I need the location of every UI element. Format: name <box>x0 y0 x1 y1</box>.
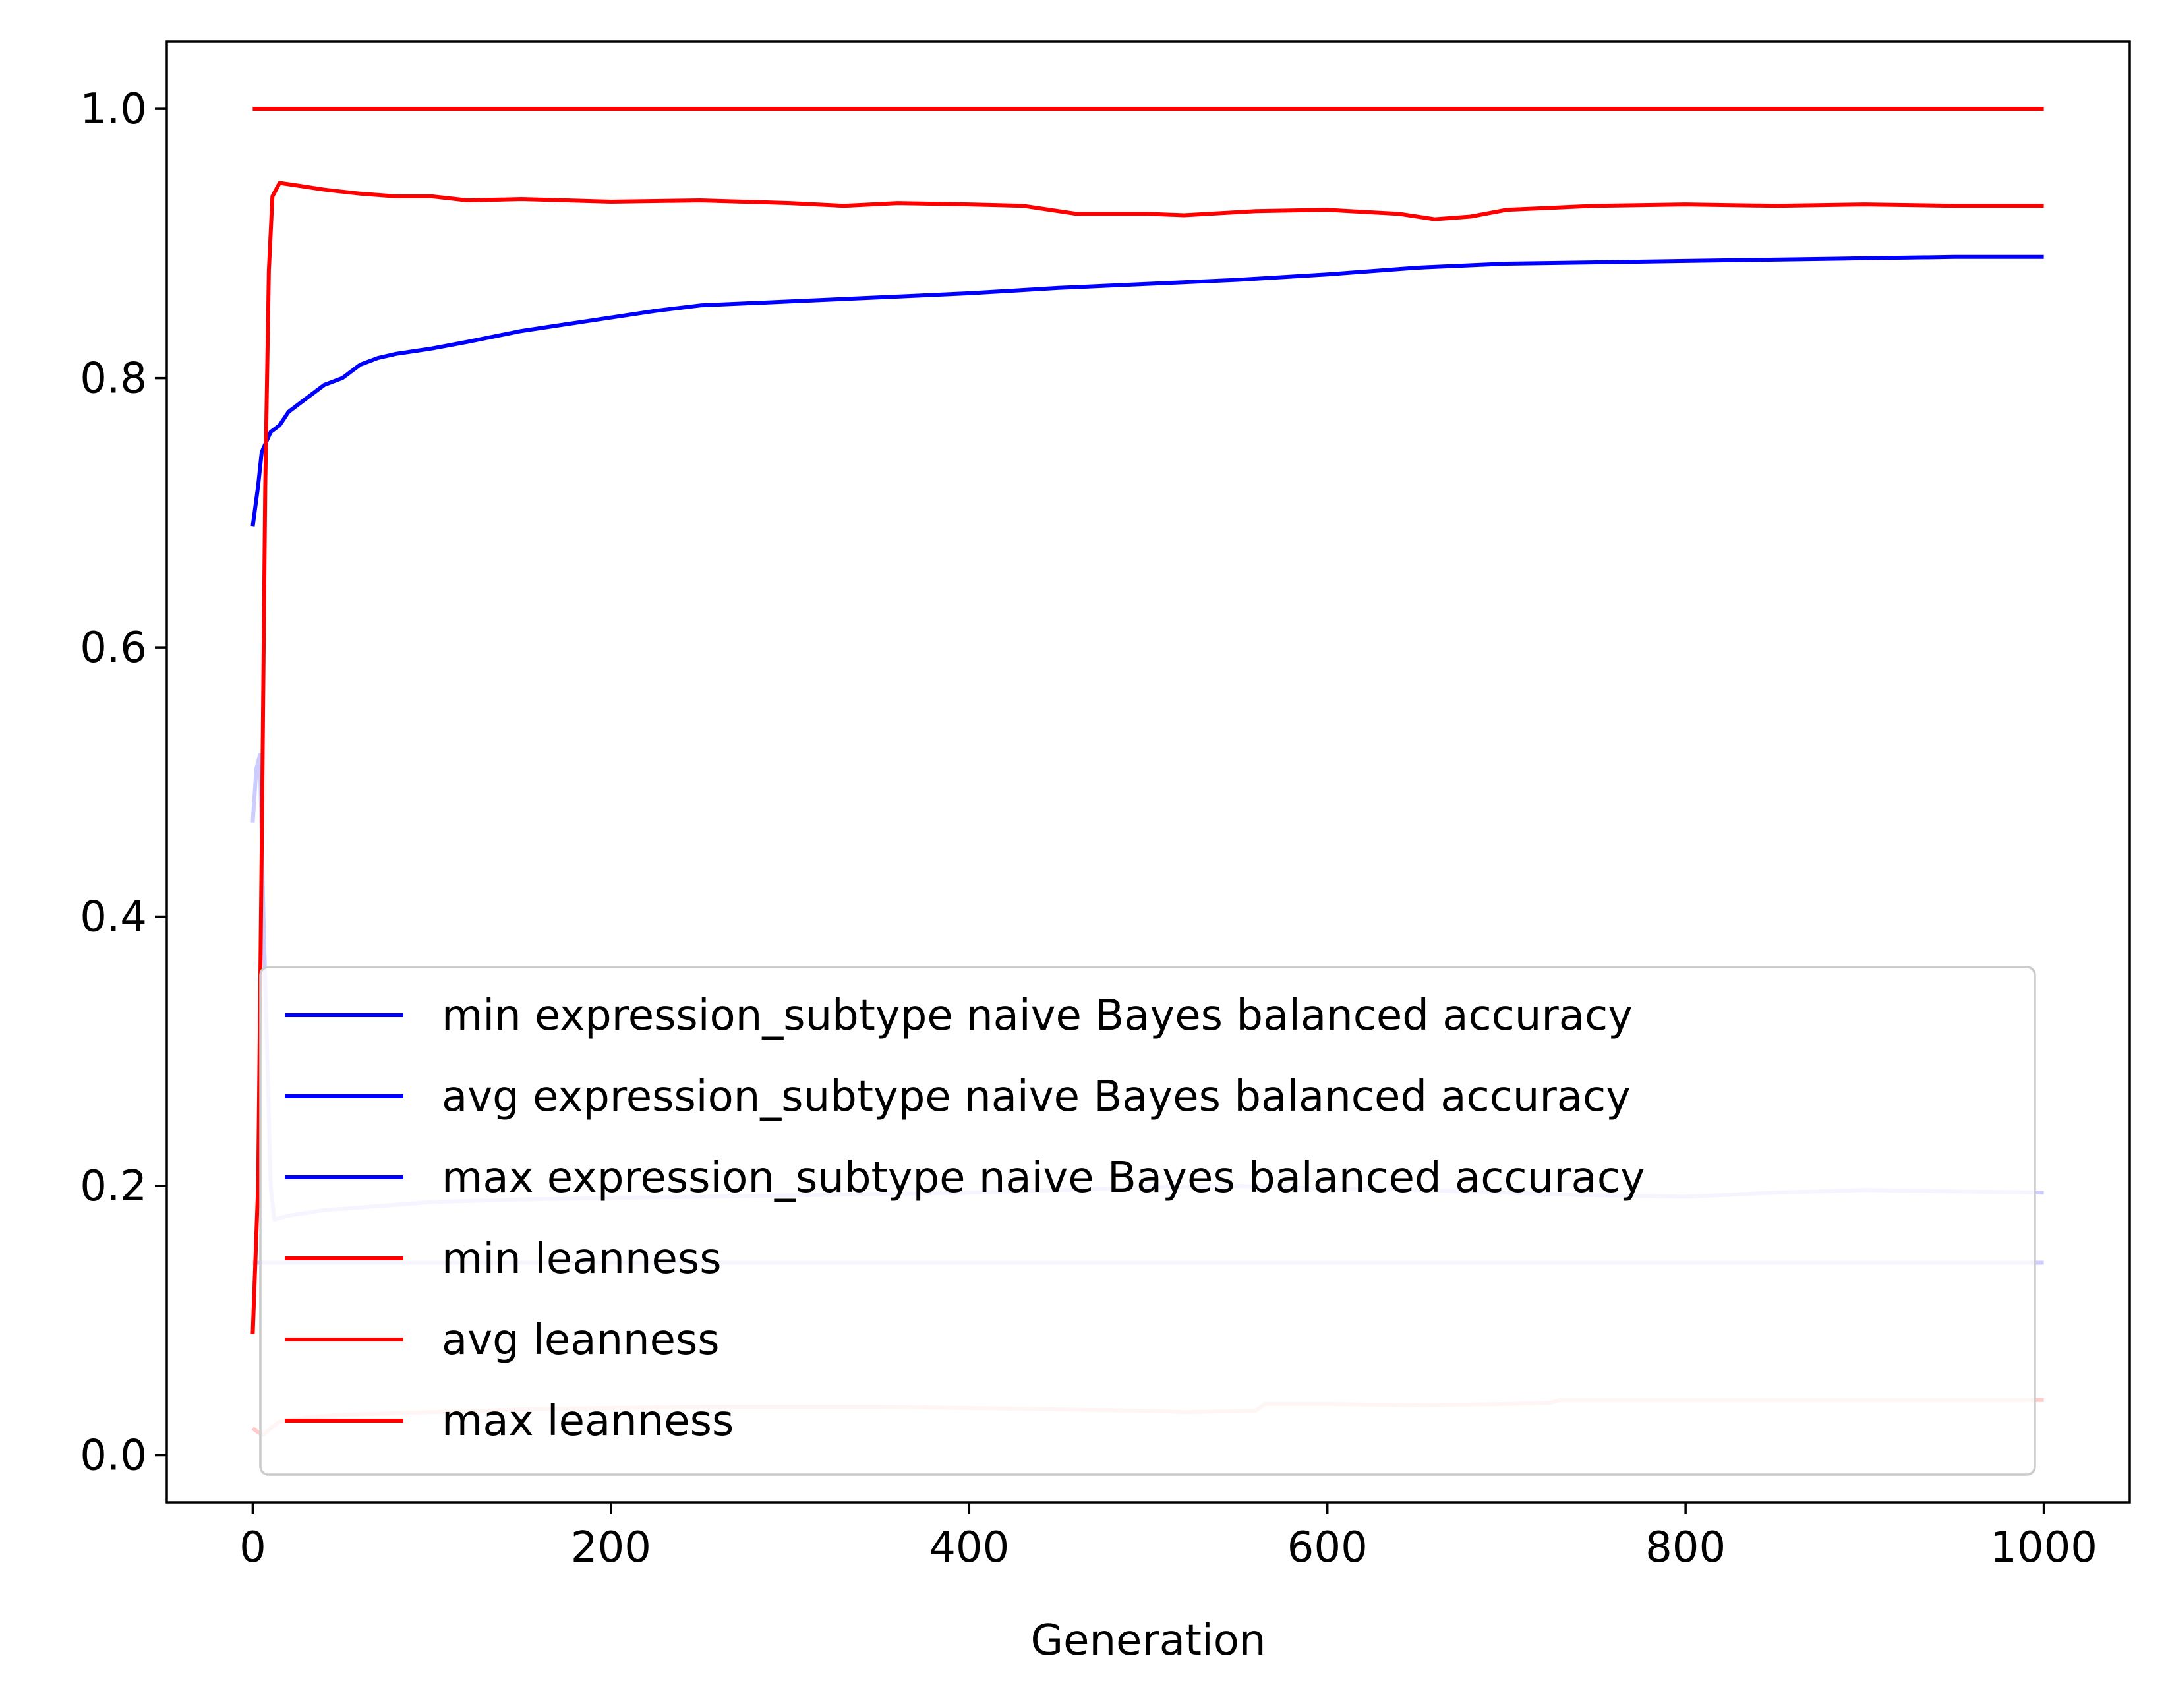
legend-label: min expression_subtype naive Bayes balan… <box>442 991 1633 1040</box>
plot-frame <box>165 40 2131 1504</box>
legend-box <box>259 966 2036 1476</box>
y-tick-label: 0.8 <box>80 355 147 403</box>
legend-label: min leanness <box>442 1235 722 1283</box>
x-tick-label: 800 <box>1645 1523 1726 1572</box>
legend-label: max leanness <box>442 1397 734 1446</box>
x-tick-label: 600 <box>1287 1523 1368 1572</box>
y-tick-label: 0.6 <box>80 624 147 672</box>
legend-label: avg expression_subtype naive Bayes balan… <box>442 1073 1631 1121</box>
legend: min expression_subtype naive Bayes balan… <box>259 966 2036 1476</box>
y-tick-label: 0.2 <box>80 1162 147 1211</box>
x-axis-label: Generation <box>1030 1616 1266 1665</box>
x-tick-label: 1000 <box>1990 1523 2097 1572</box>
x-tick-label: 200 <box>571 1523 651 1572</box>
y-tick-label: 1.0 <box>80 85 147 134</box>
y-tick-label: 0.4 <box>80 893 147 942</box>
series-line-3 <box>250 254 2044 527</box>
x-tick-label: 0 <box>239 1523 266 1572</box>
legend-label: max expression_subtype naive Bayes balan… <box>442 1154 1645 1202</box>
y-tick-label: 0.0 <box>80 1432 147 1481</box>
y-axis: 0.0 0.2 0.4 0.6 0.8 1.0 <box>80 85 167 1481</box>
series-line-5 <box>250 181 2044 1334</box>
x-tick-label: 400 <box>929 1523 1009 1572</box>
x-axis: 0 200 400 600 800 1000 <box>239 1502 2097 1572</box>
legend-label: avg leanness <box>442 1316 720 1365</box>
